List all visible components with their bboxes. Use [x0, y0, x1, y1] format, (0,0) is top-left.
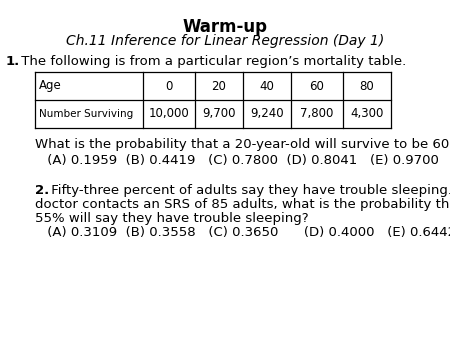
Text: 9,700: 9,700 — [202, 107, 236, 121]
Text: 55% will say they have trouble sleeping?: 55% will say they have trouble sleeping? — [35, 212, 309, 225]
Text: (A) 0.1959  (B) 0.4419   (C) 0.7800  (D) 0.8041   (E) 0.9700: (A) 0.1959 (B) 0.4419 (C) 0.7800 (D) 0.8… — [43, 154, 439, 167]
Text: Ch.11 Inference for Linear Regression (Day 1): Ch.11 Inference for Linear Regression (D… — [66, 34, 384, 48]
Text: Number Surviving: Number Surviving — [39, 109, 133, 119]
Text: 0: 0 — [165, 79, 173, 93]
Text: What is the probability that a 20-year-old will survive to be 60?: What is the probability that a 20-year-o… — [35, 138, 450, 151]
Text: 7,800: 7,800 — [300, 107, 334, 121]
Text: doctor contacts an SRS of 85 adults, what is the probability that over: doctor contacts an SRS of 85 adults, wha… — [35, 198, 450, 211]
Text: 9,240: 9,240 — [250, 107, 284, 121]
Text: 10,000: 10,000 — [148, 107, 189, 121]
Text: 2.: 2. — [35, 184, 49, 197]
Text: Age: Age — [39, 79, 62, 93]
Text: 1.: 1. — [6, 55, 20, 68]
Text: The following is from a particular region’s mortality table.: The following is from a particular regio… — [17, 55, 406, 68]
Text: Warm-up: Warm-up — [183, 18, 267, 36]
Text: (A) 0.3109  (B) 0.3558   (C) 0.3650      (D) 0.4000   (E) 0.6442: (A) 0.3109 (B) 0.3558 (C) 0.3650 (D) 0.4… — [43, 226, 450, 239]
Text: 80: 80 — [360, 79, 374, 93]
Text: 40: 40 — [260, 79, 274, 93]
Text: Fifty-three percent of adults say they have trouble sleeping. If a: Fifty-three percent of adults say they h… — [47, 184, 450, 197]
Text: 20: 20 — [212, 79, 226, 93]
Text: 4,300: 4,300 — [350, 107, 384, 121]
Text: 60: 60 — [310, 79, 324, 93]
